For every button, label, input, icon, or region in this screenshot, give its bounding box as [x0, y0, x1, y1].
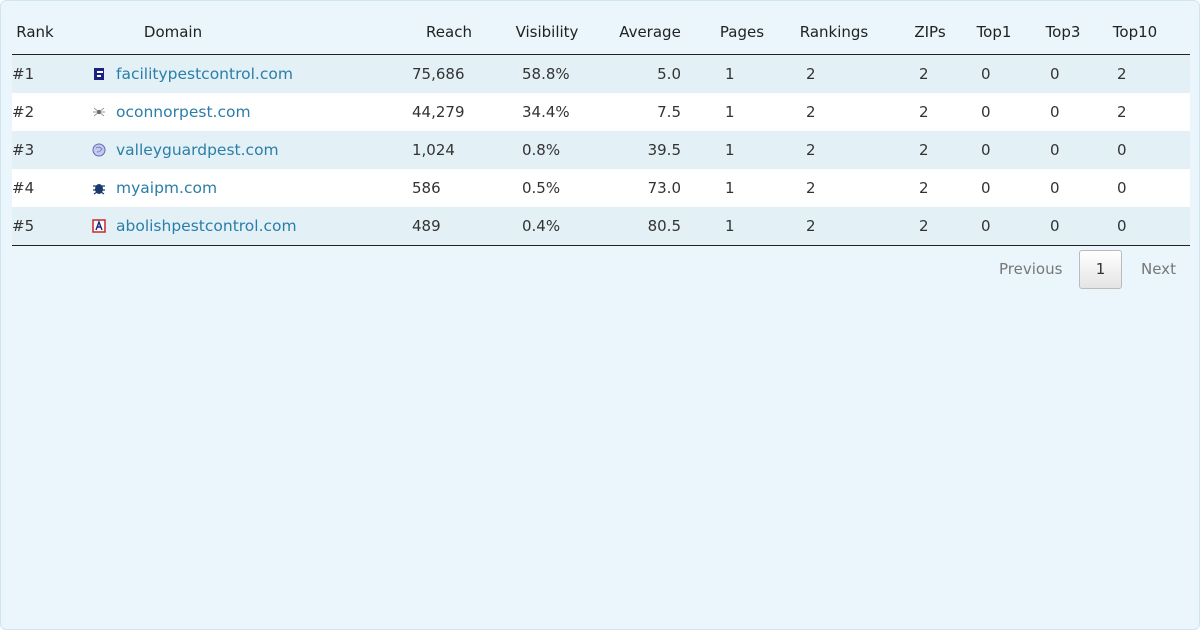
visibility-cell: 58.8% — [522, 65, 570, 83]
top10-cell: 0 — [1117, 179, 1127, 197]
column-header: Top10 — [1112, 23, 1158, 41]
pagination: Previous 1 Next — [1, 250, 1200, 290]
top10-cell: 0 — [1117, 217, 1127, 235]
top10-cell: 0 — [1117, 141, 1127, 159]
next-button[interactable]: Next — [1141, 260, 1176, 278]
table: Rank Domain Reach Visibility Average Pages Ran… — [12, 11, 1190, 246]
rankings-cell: 2 — [806, 217, 816, 235]
zips-cell: 2 — [919, 141, 929, 159]
domain-cell[interactable]: myaipm.com — [116, 179, 218, 197]
pages-cell: 1 — [725, 65, 735, 83]
average-cell: 39.5 — [647, 141, 681, 159]
rankings-cell: 2 — [806, 65, 816, 83]
favicon — [92, 143, 106, 157]
rankings-cell: 2 — [806, 103, 816, 121]
top3-cell: 0 — [1050, 217, 1060, 235]
average-cell: 7.5 — [657, 103, 681, 121]
column-header: Domain — [143, 23, 203, 41]
favicon — [92, 219, 106, 233]
reach-cell: 489 — [412, 217, 441, 235]
top3-cell: 0 — [1050, 65, 1060, 83]
table-row: #5 abolishpestcontrol.com 489 0.4% 80.5 1 2 2 0 0… — [12, 207, 1190, 245]
top3-cell: 0 — [1050, 141, 1060, 159]
rank-cell: #1 — [12, 65, 35, 83]
page-button[interactable]: 1 — [1079, 250, 1122, 289]
table-header: Rank Domain Reach Visibility Average Pages Ran… — [12, 11, 1190, 55]
pages-cell: 1 — [725, 141, 735, 159]
reach-cell: 586 — [412, 179, 441, 197]
pages-cell: 1 — [725, 217, 735, 235]
average-cell: 73.0 — [647, 179, 681, 197]
column-header: Pages — [719, 23, 765, 41]
pages-cell: 1 — [725, 103, 735, 121]
reach-cell: 75,686 — [412, 65, 465, 83]
column-header: Visibility — [515, 23, 579, 41]
table-row: #2 oconnorpest.com 44,279 34.4% 7.5 1 2 2 0 0 2 — [12, 93, 1190, 131]
column-header: Top1 — [976, 23, 1012, 41]
rank-cell: #2 — [12, 103, 35, 121]
visibility-cell: 0.4% — [522, 217, 561, 235]
column-header: Top3 — [1045, 23, 1081, 41]
average-cell: 80.5 — [647, 217, 681, 235]
average-cell: 5.0 — [657, 65, 681, 83]
zips-cell: 2 — [919, 217, 929, 235]
zips-cell: 2 — [919, 179, 929, 197]
rankings-cell: 2 — [806, 179, 816, 197]
domain-cell[interactable]: valleyguardpest.com — [116, 141, 279, 159]
top1-cell: 0 — [981, 103, 991, 121]
top10-cell: 2 — [1117, 103, 1127, 121]
top3-cell: 0 — [1050, 103, 1060, 121]
rank-cell: #4 — [12, 179, 35, 197]
rank-cell: #5 — [12, 217, 35, 235]
visibility-cell: 0.8% — [522, 141, 561, 159]
reach-cell: 44,279 — [412, 103, 465, 121]
reach-cell: 1,024 — [412, 141, 455, 159]
table-row: #4 myaipm.com 586 0.5% 73.0 1 2 2 0 0 0 — [12, 169, 1190, 207]
zips-cell: 2 — [919, 103, 929, 121]
favicon — [93, 184, 105, 195]
top1-cell: 0 — [981, 179, 991, 197]
domain-cell[interactable]: oconnorpest.com — [116, 103, 251, 121]
table-row: #1 facilitypestcontrol.com 75,686 58.8% 5.0 1… — [12, 55, 1190, 93]
visibility-cell: 0.5% — [522, 179, 561, 197]
top1-cell: 0 — [981, 65, 991, 83]
top1-cell: 0 — [981, 217, 991, 235]
top1-cell: 0 — [981, 141, 991, 159]
column-header: Rankings — [799, 23, 869, 41]
top10-cell: 2 — [1117, 65, 1127, 83]
rankings-cell: 2 — [806, 141, 816, 159]
rank-cell: #3 — [12, 141, 35, 159]
previous-button[interactable]: Previous — [999, 260, 1063, 278]
domain-cell[interactable]: abolishpestcontrol.com — [116, 217, 297, 235]
pages-cell: 1 — [725, 179, 735, 197]
top3-cell: 0 — [1050, 179, 1060, 197]
column-header: ZIPs — [914, 23, 946, 41]
table-row: #3 valleyguardpest.com 1,024 0.8% 39.5 1 2 2 0 0 0 — [12, 131, 1190, 169]
domain-cell[interactable]: facilitypestcontrol.com — [116, 65, 293, 83]
zips-cell: 2 — [919, 65, 929, 83]
column-header: Reach — [426, 23, 472, 41]
column-header: Average — [619, 23, 681, 41]
favicon — [94, 68, 104, 80]
favicon — [93, 107, 105, 117]
column-header: Rank — [16, 23, 54, 41]
visibility-cell: 34.4% — [522, 103, 570, 121]
